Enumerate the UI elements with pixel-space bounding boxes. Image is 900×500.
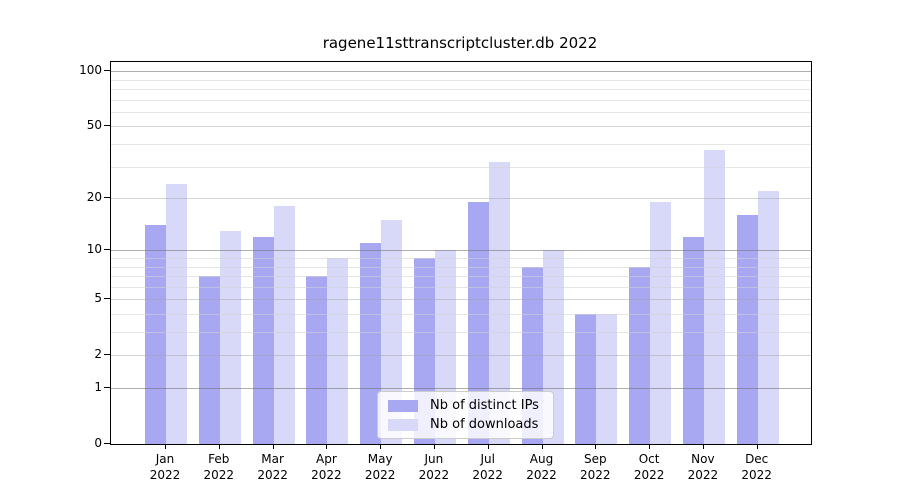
x-tick-month: Feb — [208, 452, 230, 466]
x-tick-month: Oct — [638, 452, 660, 466]
x-tick-label: May 2022 — [348, 451, 412, 483]
bar-downloads — [273, 206, 295, 444]
bar-distinct-ips — [198, 276, 220, 444]
x-tick-label: Feb 2022 — [187, 451, 251, 483]
y-tick-mark — [104, 197, 110, 198]
x-tick-month: Jul — [480, 452, 495, 466]
x-tick-mark — [218, 444, 220, 449]
x-tick-mark — [487, 444, 489, 449]
x-tick-month: Jun — [424, 452, 444, 466]
legend-item: Nb of downloads — [388, 417, 539, 432]
bar-distinct-ips — [252, 236, 274, 444]
x-tick-label: Aug 2022 — [510, 451, 574, 483]
bar-distinct-ips — [736, 215, 758, 444]
y-tick-label: 1 — [94, 380, 102, 394]
y-tick-mark — [104, 125, 110, 127]
x-tick-mark — [541, 444, 543, 449]
bar-distinct-ips — [467, 201, 489, 444]
y-tick-mark — [104, 249, 110, 251]
x-tick-year: 2022 — [526, 468, 557, 482]
x-tick-label: Apr 2022 — [294, 451, 358, 483]
x-tick-label: Mar 2022 — [241, 451, 305, 483]
bar-downloads — [596, 314, 618, 444]
bar-downloads — [219, 230, 241, 444]
bar-downloads — [703, 150, 725, 444]
plot-area: Nb of distinct IPs Nb of downloads — [110, 61, 812, 445]
x-tick-label: Nov 2022 — [671, 451, 735, 483]
legend: Nb of distinct IPs Nb of downloads — [377, 391, 554, 439]
chart-title: ragene11sttranscriptcluster.db 2022 — [322, 34, 598, 52]
x-tick-mark — [433, 444, 435, 449]
x-tick-mark — [272, 444, 274, 449]
x-tick-month: Mar — [261, 452, 284, 466]
y-tick-mark — [104, 443, 110, 444]
x-tick-month: Dec — [745, 452, 769, 466]
x-tick-month: Sep — [583, 452, 607, 466]
x-tick-year: 2022 — [472, 468, 503, 482]
x-tick-label: Dec 2022 — [725, 451, 789, 483]
x-tick-year: 2022 — [633, 468, 665, 482]
y-tick-mark — [104, 70, 110, 72]
x-tick-mark — [702, 444, 704, 449]
bar-distinct-ips — [629, 266, 651, 444]
y-tick-label: 100 — [79, 63, 102, 78]
x-tick-month: Nov — [691, 452, 715, 466]
legend-label: Nb of downloads — [430, 417, 539, 432]
bars-layer — [111, 62, 811, 444]
x-tick-label: Oct 2022 — [617, 451, 681, 483]
x-tick-mark — [649, 444, 651, 449]
bar-distinct-ips — [145, 225, 166, 444]
legend-swatch-downloads — [388, 418, 418, 431]
x-tick-year: 2022 — [149, 468, 181, 482]
y-tick-label: 10 — [86, 242, 102, 257]
bar-downloads — [327, 258, 349, 444]
x-tick-year: 2022 — [687, 468, 719, 482]
x-tick-month: Apr — [316, 452, 337, 466]
x-tick-month: May — [367, 452, 393, 466]
x-tick-label: Jan 2022 — [133, 451, 197, 483]
y-tick-mark — [104, 354, 110, 356]
x-tick-mark — [326, 444, 328, 449]
x-tick-year: 2022 — [311, 468, 342, 482]
bar-downloads — [757, 190, 779, 444]
y-tick-label: 0 — [94, 436, 102, 450]
x-tick-label: Sep 2022 — [563, 451, 627, 483]
x-tick-mark — [165, 444, 166, 449]
x-tick-mark — [380, 444, 382, 449]
x-tick-year: 2022 — [203, 468, 235, 482]
bar-downloads — [488, 161, 510, 444]
x-tick-year: 2022 — [418, 468, 450, 482]
bar-distinct-ips — [360, 243, 382, 444]
bar-distinct-ips — [575, 314, 597, 444]
y-tick-label: 2 — [94, 347, 102, 362]
bar-downloads — [166, 183, 187, 444]
x-tick-mark — [595, 444, 597, 449]
x-tick-mark — [756, 444, 758, 449]
bar-distinct-ips — [306, 276, 328, 444]
legend-swatch-distinct-ips — [388, 399, 418, 412]
bar-downloads — [650, 201, 672, 444]
x-tick-label: Jun 2022 — [402, 451, 466, 483]
legend-item: Nb of distinct IPs — [388, 398, 539, 413]
y-tick-label: 5 — [94, 291, 102, 306]
y-tick-label: 20 — [86, 190, 102, 204]
x-tick-label: Jul 2022 — [456, 451, 520, 483]
y-tick-label: 50 — [86, 118, 102, 133]
x-tick-year: 2022 — [364, 468, 396, 482]
bar-distinct-ips — [682, 236, 704, 444]
legend-label: Nb of distinct IPs — [430, 398, 539, 413]
x-tick-year: 2022 — [580, 468, 611, 482]
y-tick-mark — [104, 387, 110, 388]
x-tick-month: Jan — [155, 452, 175, 466]
x-tick-year: 2022 — [741, 468, 772, 482]
y-tick-mark — [104, 298, 110, 300]
x-tick-month: Aug — [529, 452, 554, 466]
x-tick-year: 2022 — [257, 468, 288, 482]
